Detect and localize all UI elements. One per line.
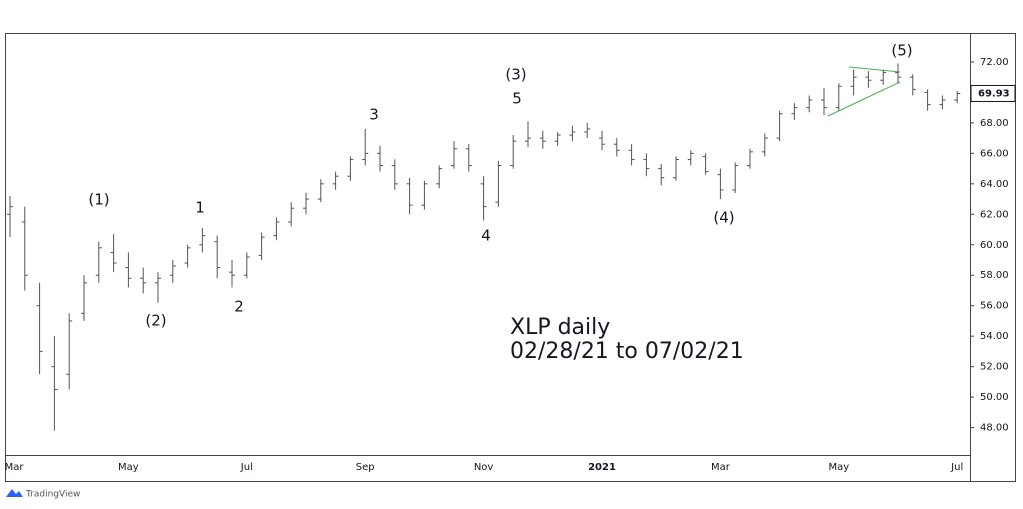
- price-label-box: [970, 84, 1016, 102]
- x-tick-label: Mar: [711, 462, 731, 473]
- y-tick-label: 58.00: [980, 270, 1009, 281]
- wave-label: (4): [713, 209, 734, 227]
- trend-line: [827, 81, 901, 117]
- y-tick-label: 64.00: [980, 179, 1009, 190]
- x-tick-label: Jul: [950, 462, 963, 473]
- y-tick-label: 66.00: [980, 148, 1009, 159]
- wave-label: (3): [505, 66, 526, 84]
- y-tick-label: 62.00: [980, 209, 1009, 220]
- x-tick-label: 2021: [588, 462, 616, 473]
- wave-label: 4: [481, 227, 491, 245]
- wave-label: 2: [234, 298, 244, 316]
- price-label: 69.93: [978, 88, 1010, 99]
- trend-line: [848, 66, 901, 73]
- y-tick-label: 54.00: [980, 331, 1009, 342]
- x-tick-label: Mar: [5, 462, 25, 473]
- y-tick-label: 72.00: [980, 57, 1009, 68]
- x-tick-label: May: [118, 462, 139, 473]
- x-tick-label: Sep: [356, 462, 375, 473]
- y-tick-label: 60.00: [980, 240, 1009, 251]
- wave-label: 1: [195, 199, 205, 217]
- y-tick-label: 50.00: [980, 392, 1009, 403]
- wave-label: (1): [88, 191, 109, 209]
- x-tick-label: Jul: [240, 462, 253, 473]
- y-tick-label: 52.00: [980, 362, 1009, 373]
- chart-title: XLP daily: [510, 315, 610, 340]
- wave-label: (5): [891, 42, 912, 60]
- y-tick-label: 56.00: [980, 301, 1009, 312]
- chart-subtitle: 02/28/21 to 07/02/21: [510, 339, 744, 364]
- wave-label: 3: [369, 106, 379, 124]
- brand: TradingView: [25, 490, 80, 500]
- y-tick-label: 48.00: [980, 423, 1009, 434]
- x-tick-label: Nov: [474, 462, 494, 473]
- wave-label: (2): [145, 312, 166, 330]
- brand-logo: [6, 489, 23, 497]
- chart-frame: [5, 33, 1016, 482]
- wave-label: 5: [512, 90, 522, 108]
- x-tick-label: May: [828, 462, 849, 473]
- y-tick-label: 68.00: [980, 118, 1009, 129]
